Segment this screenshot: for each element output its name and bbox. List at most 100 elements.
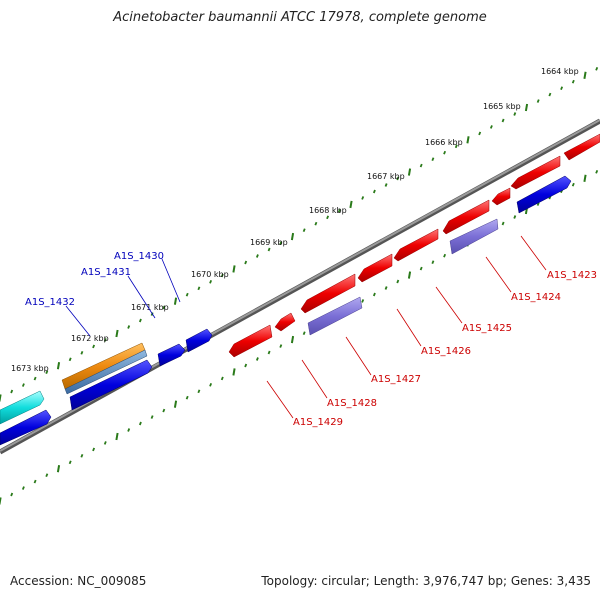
feature-steel[interactable]: [64, 349, 148, 395]
upper-track-tick: [583, 71, 587, 79]
gene-A1S_1423[interactable]: [563, 133, 600, 161]
upper-track-tick: [115, 329, 119, 338]
upper-track-tick: [103, 338, 107, 342]
lower-track-tick: [595, 169, 599, 174]
upper-track-tick: [349, 200, 353, 209]
lower-track-tick: [396, 279, 400, 284]
gene-A1S_1424[interactable]: [510, 155, 561, 190]
gene-label-A1S_1428[interactable]: A1S_1428: [327, 398, 377, 409]
upper-track-tick: [127, 325, 131, 329]
upper-track-tick: [407, 168, 412, 176]
lower-track-tick: [127, 428, 131, 432]
lower-track-tick: [173, 400, 178, 408]
gene-small-red-2[interactable]: [274, 312, 296, 332]
upper-track-tick: [361, 196, 365, 200]
kbp-label-1664: 1664 kbp: [541, 67, 579, 76]
gene-label-A1S_1426[interactable]: A1S_1426: [421, 346, 471, 357]
feature-purple-1[interactable]: [449, 218, 499, 255]
lower-track-tick: [56, 465, 61, 473]
gene-label-A1S_1424[interactable]: A1S_1424: [511, 292, 561, 303]
gene-label-A1S_1427[interactable]: A1S_1427: [371, 374, 421, 385]
upper-track-tick: [595, 66, 599, 71]
lower-track-tick: [384, 286, 388, 290]
lower-track-tick: [419, 266, 423, 271]
gene-labels: A1S_1430 A1S_1431 A1S_1432 A1S_1423 A1S_…: [25, 251, 597, 428]
gene-blue-left[interactable]: [0, 409, 52, 446]
gene-blue-right[interactable]: [516, 175, 572, 214]
lower-track-tick: [244, 363, 248, 368]
gene-A1S_1425[interactable]: [442, 199, 490, 235]
lower-track-tick: [103, 441, 107, 445]
upper-track-tick: [173, 297, 178, 305]
gene-A1S_1430[interactable]: [185, 328, 213, 353]
upper-track-tick: [384, 183, 388, 187]
upper-track-tick: [232, 265, 236, 273]
upper-track-tick: [548, 92, 552, 97]
upper-track-tick: [337, 208, 341, 213]
upper-track-tick: [220, 273, 224, 278]
other-features: [0, 342, 148, 425]
lower-track-tick: [290, 335, 295, 344]
gene-label-A1S_1425[interactable]: A1S_1425: [462, 323, 512, 334]
feature-cyan[interactable]: [0, 390, 45, 425]
gene-A1S_1431[interactable]: [157, 343, 186, 367]
lower-track-tick: [583, 174, 587, 182]
upper-track-tick: [56, 362, 61, 370]
lower-track-tick: [407, 271, 412, 279]
lower-track-tick: [162, 408, 166, 413]
upper-track-tick: [68, 357, 72, 362]
upper-track-tick: [279, 241, 283, 245]
gene-small-red-1[interactable]: [491, 187, 511, 206]
upper-tick-track: [0, 66, 599, 402]
leader-lines: [65, 235, 547, 419]
rna-features: [307, 218, 499, 336]
gene-A1S_1428[interactable]: [300, 273, 356, 314]
upper-track-tick: [302, 228, 306, 233]
upper-track-tick: [326, 215, 330, 220]
upper-track-tick: [45, 370, 49, 375]
gene-label-A1S_1423[interactable]: A1S_1423: [547, 270, 597, 281]
gene-label-A1S_1431[interactable]: A1S_1431: [81, 267, 131, 278]
lower-track-tick: [361, 299, 365, 303]
upper-track-tick: [571, 79, 575, 84]
lower-track-tick: [80, 453, 84, 458]
upper-track-tick: [0, 394, 2, 402]
lower-track-tick: [255, 357, 259, 361]
upper-track-tick: [560, 86, 564, 91]
upper-track-tick: [21, 383, 25, 387]
lower-track-tick: [232, 368, 236, 376]
upper-track-tick: [314, 221, 318, 226]
gene-label-A1S_1432[interactable]: A1S_1432: [25, 297, 75, 308]
lower-track-tick: [209, 382, 213, 387]
upper-track-tick: [290, 232, 295, 241]
lower-track-tick: [513, 215, 517, 219]
kbp-label-1673: 1673 kbp: [11, 364, 49, 373]
kbp-label-1666: 1666 kbp: [425, 138, 463, 147]
lower-track-tick: [92, 447, 96, 452]
upper-track-tick: [454, 144, 458, 149]
upper-track-tick: [478, 131, 482, 136]
gene-A1S_1429[interactable]: [228, 324, 273, 358]
kbp-label-1665: 1665 kbp: [483, 102, 521, 111]
upper-track-tick: [185, 292, 189, 297]
upper-track-tick: [255, 254, 259, 258]
kbp-label-1668: 1668 kbp: [309, 206, 347, 215]
lower-track-tick: [138, 421, 142, 426]
feature-purple-2[interactable]: [307, 296, 363, 336]
lower-track-tick: [115, 432, 119, 441]
upper-track-tick: [10, 389, 14, 394]
gene-label-A1S_1430[interactable]: A1S_1430: [114, 251, 164, 262]
lower-track-tick: [267, 350, 271, 355]
upper-track-tick: [489, 125, 493, 129]
kbp-scale-labels: 1664 kbp 1665 kbp 1666 kbp 1667 kbp 1668…: [11, 67, 579, 373]
gene-A1S_1426[interactable]: [393, 228, 439, 262]
gene-A1S_1432[interactable]: [69, 359, 153, 411]
gene-label-A1S_1429[interactable]: A1S_1429: [293, 417, 343, 428]
gene-A1S_1427[interactable]: [357, 253, 393, 283]
lower-track-tick: [220, 376, 224, 381]
upper-track-tick: [33, 376, 37, 381]
upper-track-tick: [197, 286, 201, 291]
upper-track-tick: [431, 157, 435, 162]
lower-track-tick: [0, 497, 2, 505]
